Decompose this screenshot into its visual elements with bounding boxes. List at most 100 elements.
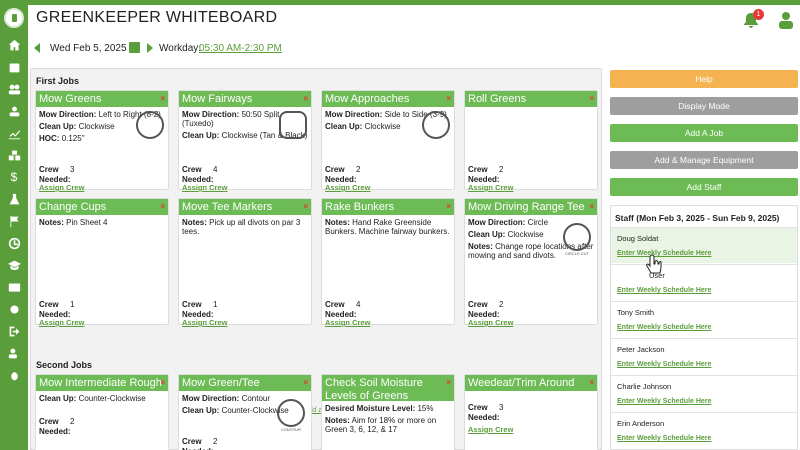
user-icon[interactable]: [778, 11, 794, 29]
detail-label: HOC:: [39, 134, 60, 143]
remove-job-icon[interactable]: ×: [160, 378, 165, 387]
detail-label: Mow Direction:: [325, 110, 383, 119]
add-job-button[interactable]: Add A Job: [610, 124, 798, 142]
job-card[interactable]: Mow Greens × Mow Direction: Left to Right …: [35, 90, 169, 192]
job-card-title: Move Tee Markers: [179, 199, 311, 215]
flag-icon[interactable]: [6, 214, 22, 228]
crew-needed-label: Crew Needed:: [468, 300, 500, 319]
remove-job-icon[interactable]: ×: [160, 202, 165, 211]
previous-day-icon[interactable]: [34, 43, 40, 53]
gear-icon[interactable]: [6, 302, 22, 316]
job-card[interactable]: Mow Intermediate Rough × Clean Up: Counter…: [35, 374, 169, 450]
app-logo-icon[interactable]: [4, 8, 24, 28]
assign-crew-link[interactable]: Assign Crew: [39, 318, 85, 327]
detail-label: Clean Up:: [182, 406, 220, 415]
calendar-picker-icon[interactable]: [129, 42, 140, 53]
remove-job-icon[interactable]: ×: [589, 94, 594, 103]
graduation-cap-icon[interactable]: [6, 258, 22, 272]
calendar-icon[interactable]: [6, 60, 22, 74]
remove-job-icon[interactable]: ×: [303, 202, 308, 211]
detail-value: 50:50 Split (Tuxedo): [182, 110, 280, 128]
page-title: GREENKEEPER WHITEBOARD: [36, 9, 278, 26]
remove-job-icon[interactable]: ×: [446, 378, 451, 387]
detail-label: Clean Up:: [39, 394, 77, 403]
job-card[interactable]: Roll Greens × Crew Needed: 2 Assign Crew: [464, 90, 598, 192]
job-detail-row: Notes: Hand Rake Greenside Bunkers. Mach…: [325, 218, 451, 236]
assign-crew-link[interactable]: Assign Crew: [39, 183, 85, 192]
job-card[interactable]: Mow Driving Range Tee × Mow Direction: Cir…: [464, 198, 598, 327]
assign-crew-link[interactable]: Assign Crew: [468, 425, 514, 434]
job-card-title: Mow Approaches: [322, 91, 454, 107]
job-card-details: Mow Direction: Contour Clean Up: Counter-…: [182, 394, 308, 418]
job-detail-row: Clean Up: Counter-Clockwise: [39, 394, 165, 403]
remove-job-icon[interactable]: ×: [589, 378, 594, 387]
crew-needed: Crew Needed:2: [325, 165, 360, 185]
assign-crew-link[interactable]: Assign Crew: [182, 183, 228, 192]
display-mode-button[interactable]: Display Mode: [610, 97, 798, 115]
job-card[interactable]: Mow Green/Tee Surrounds × Mow Direction: C…: [178, 374, 312, 450]
enter-schedule-link[interactable]: Enter Weekly Schedule Here: [617, 250, 712, 257]
remove-job-icon[interactable]: ×: [160, 94, 165, 103]
flask-icon[interactable]: [6, 192, 22, 206]
enter-schedule-link[interactable]: Enter Weekly Schedule Here: [617, 435, 712, 442]
history-icon[interactable]: [6, 236, 22, 250]
top-bar: GREENKEEPER WHITEBOARD 1: [28, 5, 800, 35]
card-icon[interactable]: [6, 280, 22, 294]
remove-job-icon[interactable]: ×: [446, 202, 451, 211]
help-button[interactable]: Help: [610, 70, 798, 88]
assign-crew-link[interactable]: Assign Crew: [468, 183, 514, 192]
enter-schedule-link[interactable]: Enter Weekly Schedule Here: [617, 398, 712, 405]
job-detail-row: Clean Up: Clockwise (Tan & Black): [182, 131, 308, 140]
person-edit-icon[interactable]: [6, 346, 22, 360]
add-staff-button[interactable]: Add Staff: [610, 178, 798, 196]
job-card[interactable]: Check Soil Moisture Levels of Greens × Des…: [321, 374, 455, 450]
staff-row: User Enter Weekly Schedule Here: [611, 264, 797, 300]
crew-needed: Crew Needed: 1: [182, 300, 217, 320]
sign-out-icon[interactable]: [6, 324, 22, 338]
group-icon[interactable]: [6, 104, 22, 118]
job-card[interactable]: Mow Fairways × Mow Direction: 50:50 Split …: [178, 90, 312, 192]
crew-needed-count: 4: [356, 300, 361, 309]
mow-pattern-icon: [422, 111, 450, 139]
remove-job-icon[interactable]: ×: [303, 94, 308, 103]
mow-pattern-icon: [136, 111, 164, 139]
add-equipment-button[interactable]: Add & Manage Equipment: [610, 151, 798, 169]
mow-pattern-icon-label: CONTOUR: [280, 427, 302, 432]
remove-job-icon[interactable]: ×: [303, 378, 308, 387]
chart-icon[interactable]: [6, 126, 22, 140]
job-card[interactable]: Move Tee Markers × Notes: Pick up all divo…: [178, 198, 312, 327]
enter-schedule-link[interactable]: Enter Weekly Schedule Here: [617, 361, 712, 368]
jobs-pane: First Jobs Second Jobs Add a Job Mow Gre…: [30, 68, 602, 450]
staff-row: Doug Soldat Enter Weekly Schedule Here: [611, 227, 797, 263]
remove-job-icon[interactable]: ×: [589, 202, 594, 211]
job-detail-row: Clean Up: Clockwise: [325, 122, 451, 131]
notification-badge: 1: [753, 9, 764, 20]
enter-schedule-link[interactable]: Enter Weekly Schedule Here: [617, 287, 712, 294]
team-icon[interactable]: [6, 82, 22, 96]
job-card-title: Change Cups: [36, 199, 168, 215]
job-card[interactable]: Rake Bunkers × Notes: Hand Rake Greenside …: [321, 198, 455, 327]
assign-crew-link[interactable]: Assign Crew: [182, 318, 228, 327]
job-card-title: Rake Bunkers: [322, 199, 454, 215]
assign-crew-link[interactable]: Assign Crew: [325, 183, 371, 192]
crew-needed: Crew Needed: 4: [182, 165, 217, 185]
detail-label: Notes:: [325, 218, 350, 227]
job-detail-row: Mow Direction: Left to Right (8-2): [39, 110, 165, 119]
remove-job-icon[interactable]: ×: [446, 94, 451, 103]
job-card[interactable]: Mow Approaches × Mow Direction: Side to Si…: [321, 90, 455, 192]
dollar-icon[interactable]: $: [10, 170, 18, 184]
next-day-icon[interactable]: [147, 43, 153, 53]
job-card[interactable]: Change Cups × Notes: Pin Sheet 4 Crew Neede…: [35, 198, 169, 327]
home-icon[interactable]: [6, 38, 22, 52]
second-jobs-heading: Second Jobs: [36, 360, 93, 370]
enter-schedule-link[interactable]: Enter Weekly Schedule Here: [617, 324, 712, 331]
job-card[interactable]: Weedeat/Trim Around Trees × Crew Needed: 3 A…: [464, 374, 598, 450]
add-a-job-link[interactable]: Add a Job: [303, 405, 337, 414]
crew-needed-label: Crew Needed:: [39, 165, 71, 184]
assign-crew-link[interactable]: Assign Crew: [325, 318, 371, 327]
first-jobs-heading: First Jobs: [36, 76, 80, 86]
boxes-icon[interactable]: [6, 148, 22, 162]
assign-crew-link[interactable]: Assign Crew: [468, 318, 514, 327]
workday-value[interactable]: 05:30 AM-2:30 PM: [199, 43, 282, 54]
bug-icon[interactable]: [6, 368, 22, 382]
